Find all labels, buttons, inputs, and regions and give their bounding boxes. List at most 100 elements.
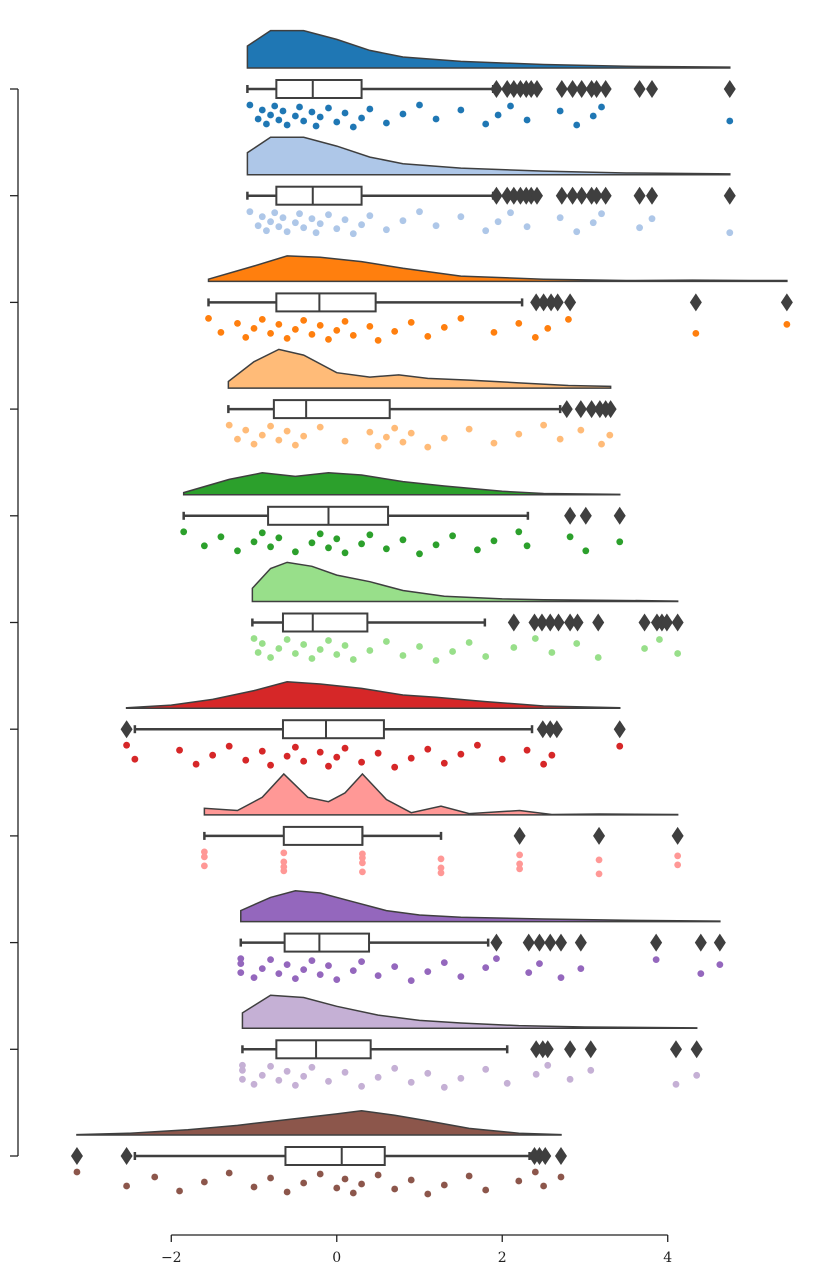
outlier [671,826,684,845]
outlier [633,186,646,205]
rain-point [225,742,233,750]
rain-point [525,969,533,976]
x-tick-label: 0 [332,1250,341,1266]
rain-point [275,970,283,977]
rain-point [577,426,585,434]
outlier [633,80,646,98]
rain-point [465,639,473,646]
rain-point [192,760,200,768]
rain-point [283,228,291,236]
rain-point [641,645,648,652]
rain-point [267,654,274,661]
outlier [690,1040,703,1059]
outlier [70,1147,83,1165]
rain-point [540,1182,548,1190]
outlier [554,1147,567,1165]
rain-point [308,539,316,547]
rain-point [391,1185,399,1193]
rain-point [316,748,324,756]
rain-point [225,1169,233,1177]
rain-point [432,541,440,549]
rain-point [693,1071,701,1079]
rain-point [523,542,531,550]
rain-point [123,1182,130,1190]
rain-point [672,1080,680,1088]
rain-point [437,855,445,863]
rain-point [674,852,682,860]
rain-point [407,429,415,437]
rain-point [516,860,524,868]
rain-point [205,315,212,322]
rain-point [391,424,399,432]
rain-point [416,101,423,109]
rain-point [333,976,341,983]
rain-point [283,335,291,342]
outlier [575,80,588,98]
rain-point [407,319,415,326]
rain-point [573,640,581,647]
rain-point [595,870,603,878]
rain-point [726,117,734,125]
rain-point [291,326,299,333]
outlier [501,80,514,98]
outlier [585,400,598,419]
rain-point [391,763,399,771]
density-cloud [241,994,698,1030]
rain-point [258,106,266,114]
rain-point [242,334,250,341]
rain-point [358,221,365,229]
rain-point [283,961,291,968]
outlier [550,720,563,739]
rain-point [582,547,590,555]
rain-point [515,528,523,536]
rain-point [283,1188,291,1196]
rain-point [291,975,299,982]
outlier [530,293,543,312]
box [283,932,371,953]
rain-point [333,118,341,126]
outlier [613,506,626,525]
rain-point [217,329,225,336]
rain-point [383,226,390,234]
outlier [638,613,651,632]
rain-point [258,431,266,439]
rain-point [374,442,382,450]
rain-point [416,643,423,650]
rain-point [432,222,440,230]
rain-point [383,119,390,127]
rain-point [407,754,415,762]
rain-point [300,966,308,973]
rain-point [399,536,407,544]
outlier [535,613,548,632]
rain-point [271,102,279,110]
rain-point [391,963,399,970]
rain-point [308,957,316,964]
rain-point [250,440,258,448]
outlier [723,186,736,205]
rain-point [523,223,531,231]
rain-point [692,330,700,337]
rain-point [407,1176,415,1184]
box [275,292,377,313]
rain-point [374,1073,382,1081]
rain-point [515,320,523,327]
rain-point [503,1079,511,1087]
rain-point [300,224,308,232]
rain-point [366,428,374,436]
density-cloud [125,681,621,709]
rain-point [341,1068,349,1076]
rain-point [291,650,299,657]
rain-point [280,863,288,871]
rain-point [280,849,288,857]
rain-point [291,548,299,556]
rain-point [531,635,539,642]
rain-point [493,955,500,962]
rain-point [606,431,614,439]
rain-point [598,210,605,218]
rain-point [316,220,324,228]
rain-point [424,443,432,451]
outlier [552,613,565,632]
outlier [555,186,568,205]
outlier [694,933,707,952]
